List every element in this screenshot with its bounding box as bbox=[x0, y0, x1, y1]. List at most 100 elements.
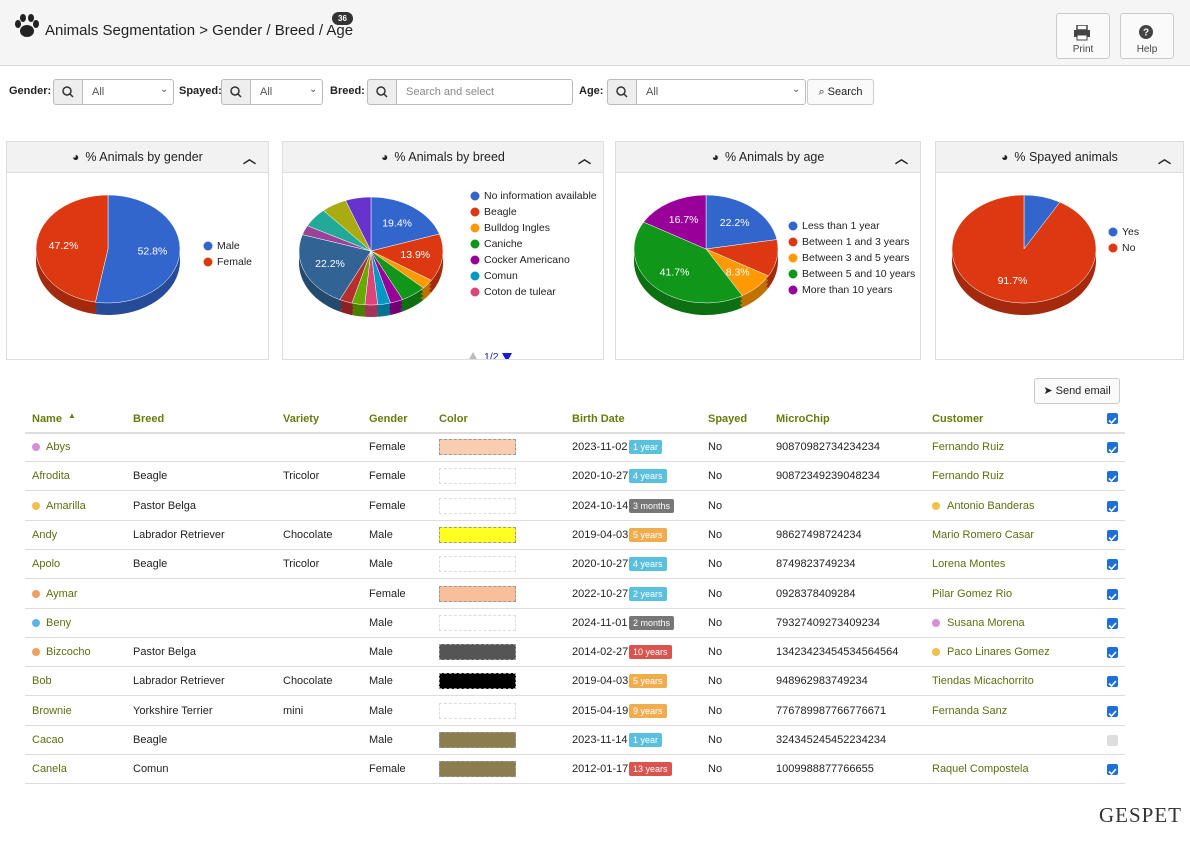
spayed: No bbox=[708, 704, 723, 717]
cell-variety: Tricolor bbox=[283, 558, 320, 571]
age-badge: 4 years bbox=[629, 557, 667, 572]
legend-marker bbox=[470, 191, 480, 201]
name-dot bbox=[32, 501, 40, 510]
customer[interactable]: Antonio Banderas bbox=[947, 499, 1035, 512]
color-swatch bbox=[439, 761, 516, 778]
spayed: No bbox=[708, 528, 723, 541]
pie-slice bbox=[633, 221, 743, 304]
animal-name[interactable]: Beny bbox=[46, 616, 72, 629]
customer[interactable]: Lorena Montes bbox=[932, 558, 1006, 571]
cell-gender: Male bbox=[369, 704, 393, 717]
help-icon: ? bbox=[1139, 25, 1153, 39]
legend-label: Caniche bbox=[484, 238, 523, 250]
birth-date: 2015-04-19 bbox=[572, 704, 629, 717]
legend-marker bbox=[470, 271, 480, 281]
print-button[interactable]: Print bbox=[1056, 13, 1110, 59]
pager-label: 1/2 bbox=[484, 351, 499, 359]
microchip: 1009988877766655 bbox=[776, 763, 874, 776]
panel-icon: ◕ bbox=[711, 150, 719, 164]
panel-header: ◕ % Animals by gender bbox=[7, 142, 268, 173]
legend-label: Male bbox=[217, 240, 240, 252]
row-checkbox[interactable] bbox=[1107, 617, 1118, 629]
legend-marker bbox=[470, 287, 480, 297]
filter-select[interactable]: All bbox=[636, 79, 806, 105]
row-checkbox[interactable] bbox=[1107, 647, 1118, 659]
customer[interactable]: Tiendas Micachorrito bbox=[932, 675, 1034, 688]
customer[interactable]: Paco Linares Gomez bbox=[947, 646, 1050, 659]
check-glyph bbox=[1108, 534, 1117, 542]
spayed: No bbox=[708, 470, 723, 483]
customer[interactable]: Fernanda Sanz bbox=[932, 704, 1008, 717]
pager-next[interactable] bbox=[502, 353, 512, 359]
row-checkbox[interactable] bbox=[1107, 764, 1118, 776]
cell-variety: Chocolate bbox=[283, 675, 333, 688]
filter-input[interactable]: Search and select bbox=[396, 79, 573, 105]
customer[interactable]: Raquel Compostela bbox=[932, 763, 1029, 776]
select-all-checkbox[interactable] bbox=[1107, 413, 1118, 425]
check-glyph bbox=[1108, 592, 1117, 600]
customer[interactable]: Fernando Ruiz bbox=[932, 470, 1005, 483]
cell-gender: Male bbox=[369, 616, 393, 629]
column-header: Variety bbox=[283, 413, 320, 425]
search-glyph bbox=[376, 86, 388, 98]
animal-name[interactable]: Afrodita bbox=[32, 470, 70, 483]
animal-name[interactable]: Bizcocho bbox=[46, 646, 91, 659]
birth-date: 2012-01-17 bbox=[572, 763, 629, 776]
slice-label: 22.2% bbox=[720, 217, 750, 229]
check-glyph bbox=[1108, 417, 1117, 425]
row-divider bbox=[25, 636, 1125, 638]
legend-marker bbox=[788, 269, 798, 279]
legend-label: Cocker Americano bbox=[484, 254, 570, 266]
animal-name[interactable]: Amarilla bbox=[46, 499, 86, 512]
animal-name[interactable]: Apolo bbox=[32, 558, 61, 571]
row-checkbox[interactable] bbox=[1107, 471, 1118, 483]
row-checkbox[interactable] bbox=[1107, 588, 1118, 600]
legend-marker bbox=[788, 237, 798, 247]
animal-name[interactable]: Andy bbox=[32, 528, 58, 541]
customer[interactable]: Pilar Gomez Rio bbox=[932, 587, 1013, 600]
color-swatch bbox=[439, 585, 516, 602]
row-checkbox[interactable] bbox=[1107, 735, 1118, 746]
animal-name[interactable]: Aymar bbox=[46, 587, 78, 600]
cell-breed: Comun bbox=[133, 763, 169, 776]
legend-marker bbox=[470, 207, 480, 217]
animal-name[interactable]: Brownie bbox=[32, 704, 72, 717]
row-checkbox[interactable] bbox=[1107, 559, 1118, 571]
legend-marker bbox=[470, 223, 480, 233]
birth-date: 2019-04-03 bbox=[572, 675, 629, 688]
customer[interactable]: Susana Morena bbox=[947, 616, 1025, 629]
chart-title: % Animals by breed bbox=[394, 150, 505, 164]
filter-select[interactable]: All bbox=[250, 79, 323, 105]
help-label: Help bbox=[1136, 44, 1158, 55]
legend-marker bbox=[203, 257, 213, 267]
row-checkbox[interactable] bbox=[1107, 705, 1118, 717]
row-checkbox[interactable] bbox=[1107, 676, 1118, 688]
filter-select[interactable]: All bbox=[82, 79, 174, 105]
color-swatch bbox=[439, 526, 516, 543]
send-email-label: Send email bbox=[1055, 385, 1111, 397]
filter-label: Gender: bbox=[9, 85, 52, 97]
customer[interactable]: Mario Romero Casar bbox=[932, 528, 1035, 541]
animal-name[interactable]: Abys bbox=[46, 441, 71, 453]
check-glyph bbox=[1108, 768, 1117, 776]
animal-name[interactable]: Canela bbox=[32, 763, 67, 776]
check-glyph bbox=[1108, 446, 1117, 454]
animal-name[interactable]: Bob bbox=[32, 675, 52, 688]
microchip: 90872349239048234 bbox=[776, 470, 881, 483]
animal-name[interactable]: Cacao bbox=[32, 734, 64, 746]
name-dot bbox=[32, 589, 40, 598]
row-checkbox[interactable] bbox=[1107, 529, 1118, 542]
row-checkbox[interactable] bbox=[1107, 442, 1118, 454]
birth-date: 2020-10-27 bbox=[572, 470, 629, 483]
chart-title: % Spayed animals bbox=[1014, 150, 1118, 164]
check-glyph bbox=[1108, 505, 1117, 512]
collapse-toggle: ︿ bbox=[242, 151, 256, 166]
row-checkbox[interactable] bbox=[1107, 500, 1118, 512]
customer[interactable]: Fernando Ruiz bbox=[932, 441, 1005, 453]
dropdown-caret: ⌄ bbox=[160, 84, 169, 95]
legend-label: Between 5 and 10 years bbox=[802, 268, 915, 280]
search-button[interactable]: ⌕ Search bbox=[807, 79, 874, 105]
send-email-button[interactable]: ➤ Send email bbox=[1034, 378, 1120, 404]
sort-indicator: ▲ bbox=[68, 411, 76, 420]
check-glyph bbox=[1108, 475, 1117, 483]
